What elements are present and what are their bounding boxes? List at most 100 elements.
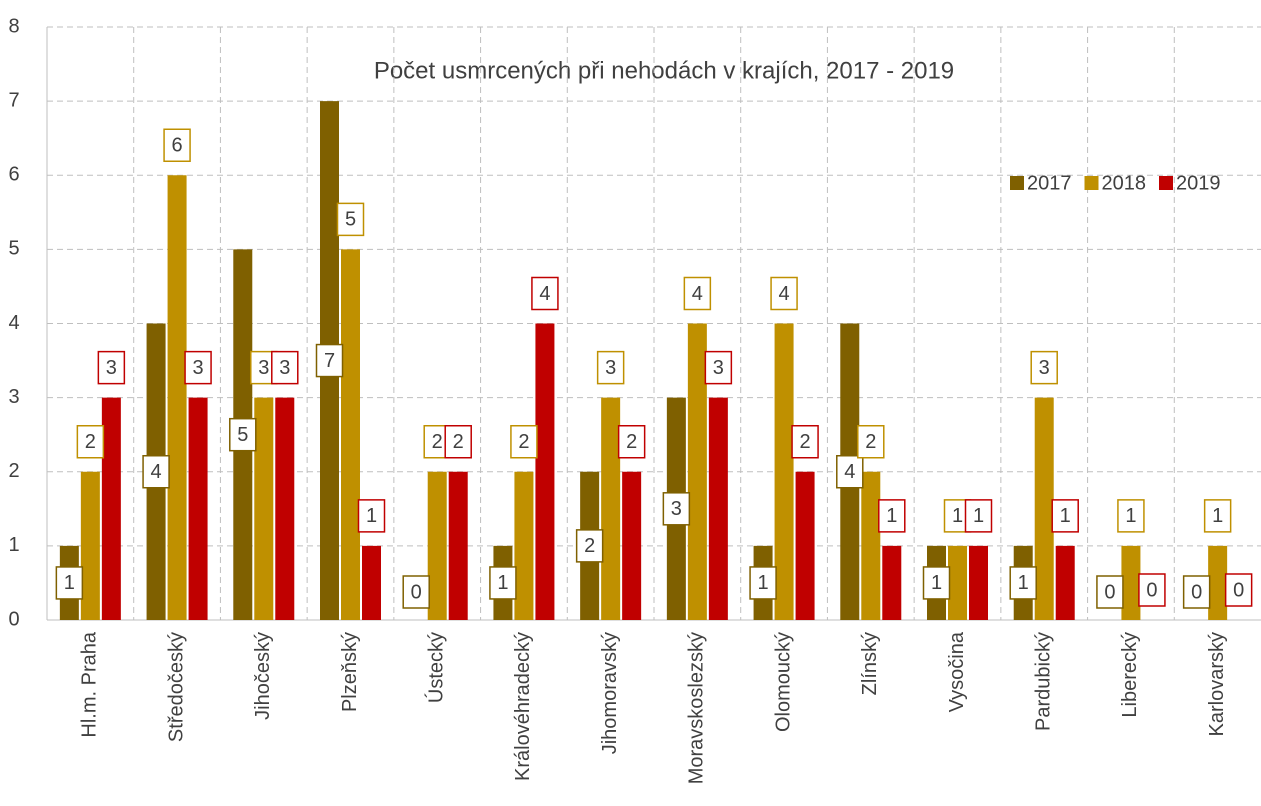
data-label: 2 [85,431,96,453]
data-label-box [489,566,517,600]
legend-label: 2017 [1027,172,1072,194]
x-tick-label: Středočeský [165,632,187,742]
bar [1034,397,1054,620]
data-label: 4 [779,283,790,305]
data-label-box [704,350,733,385]
data-label: 3 [713,357,724,379]
x-tick-label: Jihočeský [252,632,274,720]
bar [1208,545,1228,620]
data-label: 0 [1191,581,1202,603]
data-label: 5 [345,209,356,231]
data-label-box [402,575,430,609]
data-label-box [229,417,257,452]
bar [341,249,360,620]
x-tick-label: Pardubický [1032,632,1054,731]
data-label-box [596,350,625,385]
data-label-box [683,276,712,311]
data-label-box [142,455,170,489]
y-tick-label: 6 [8,164,19,186]
data-label: 2 [626,431,637,453]
legend-swatch [1084,176,1099,190]
data-label-box [836,455,864,489]
bar [622,471,642,620]
x-tick-label: Ústecký [424,632,447,703]
data-label-box [1051,499,1079,533]
bar [948,545,967,620]
data-label: 0 [1146,579,1157,601]
data-label: 1 [931,572,942,594]
data-label: 5 [237,424,248,446]
x-tick-label: Hl.m. Praha [79,631,101,737]
data-label: 1 [64,572,75,594]
data-label-box [1138,573,1166,607]
bar [708,397,728,620]
bar [601,397,621,620]
bar [687,323,707,620]
bar [254,397,274,620]
data-label: 4 [539,283,550,305]
data-label: 0 [411,581,422,603]
data-label-box [770,276,798,311]
bar [275,397,295,620]
x-tick-label: Karlovarský [1206,632,1228,736]
data-label-box [878,499,906,533]
y-tick-label: 7 [8,89,19,111]
bar [362,545,381,620]
bar [882,545,902,620]
legend-label: 2019 [1176,172,1221,194]
data-label-box [617,425,646,459]
x-tick-label: Zlínský [859,632,881,695]
data-label: 0 [1104,581,1115,603]
x-tick-label: Královéhradecký [512,632,534,781]
x-tick-label: Moravskoslezský [686,632,708,784]
legend-swatch [1159,176,1173,190]
x-tick-label: Olomoucký [772,632,794,732]
data-label-box [163,128,191,162]
data-label-box [76,425,105,459]
data-label-box [444,425,472,459]
data-label: 4 [844,461,855,483]
data-label: 2 [432,431,443,453]
y-tick-label: 0 [8,608,19,630]
data-label-box [791,425,819,459]
data-label: 1 [366,505,377,527]
data-label: 1 [973,505,984,527]
data-label: 0 [1233,579,1244,601]
data-label-box [55,566,84,600]
bar [535,323,555,620]
y-tick-label: 1 [8,534,19,556]
data-label-box [1009,566,1037,600]
data-label-box [922,566,951,600]
chart-title: Počet usmrcených při nehodách v krajích,… [374,57,954,84]
data-label-box [1203,499,1232,533]
y-tick-label: 3 [8,386,19,408]
data-label: 3 [193,357,204,379]
data-label: 2 [453,431,464,453]
data-label: 3 [1039,357,1050,379]
data-label: 1 [497,572,508,594]
data-label-box [510,425,538,459]
data-label-box [1224,573,1253,607]
bar [101,397,121,620]
bar [448,471,468,620]
data-label: 1 [1212,505,1223,527]
data-label-box [271,350,299,385]
data-label-box [575,529,604,563]
data-label-box [315,343,344,378]
bar [774,323,794,620]
data-label-box [662,492,691,526]
x-tick-label: Liberecký [1119,632,1141,718]
bar [1055,545,1075,620]
x-tick-label: Jihomoravský [599,632,621,754]
data-label: 7 [324,350,335,372]
data-label-box [964,499,993,533]
legend-swatch [1010,176,1024,190]
data-label: 2 [800,431,811,453]
x-tick-label: Plzeňský [339,632,361,712]
data-label-box [97,350,126,385]
data-label: 3 [605,357,616,379]
data-label: 4 [151,461,162,483]
data-label: 3 [258,357,269,379]
bar [80,471,100,620]
data-label: 2 [865,431,876,453]
